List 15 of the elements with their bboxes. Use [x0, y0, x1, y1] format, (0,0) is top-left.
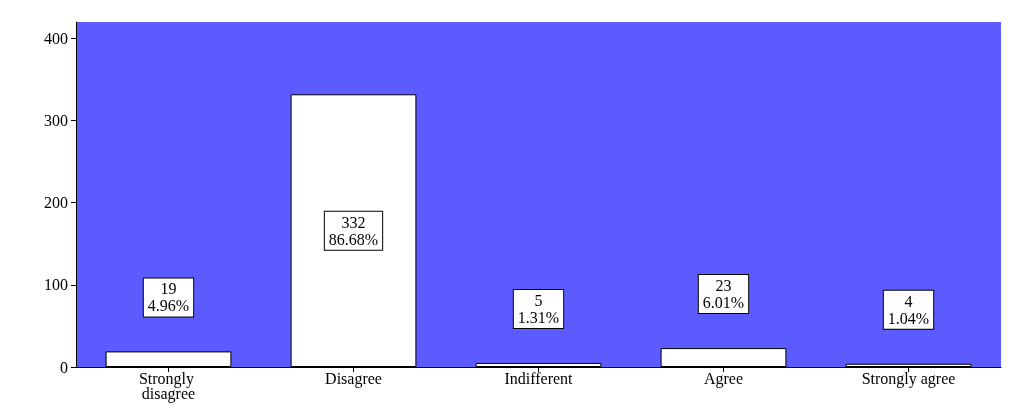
data-label: 23 6.01%	[702, 277, 745, 312]
data-label: 332 86.68%	[328, 213, 379, 248]
x-tick-label: Strongly disagree	[138, 370, 199, 403]
y-tick-label: 400	[44, 29, 68, 47]
data-label: 19 4.96%	[147, 280, 190, 315]
x-tick-label: Agree	[703, 370, 744, 388]
data-label: 5 1.31%	[517, 291, 560, 326]
y-tick-label: 300	[44, 112, 68, 130]
x-tick-label: Indifferent	[504, 370, 574, 387]
y-tick-label: 100	[44, 276, 68, 294]
data-label: 4 1.04%	[887, 292, 930, 327]
y-tick-label: 200	[44, 194, 68, 212]
x-tick-label: Disagree	[325, 370, 382, 388]
x-tick-label: Strongly agree	[861, 370, 956, 388]
y-tick-label: 0	[60, 358, 68, 376]
